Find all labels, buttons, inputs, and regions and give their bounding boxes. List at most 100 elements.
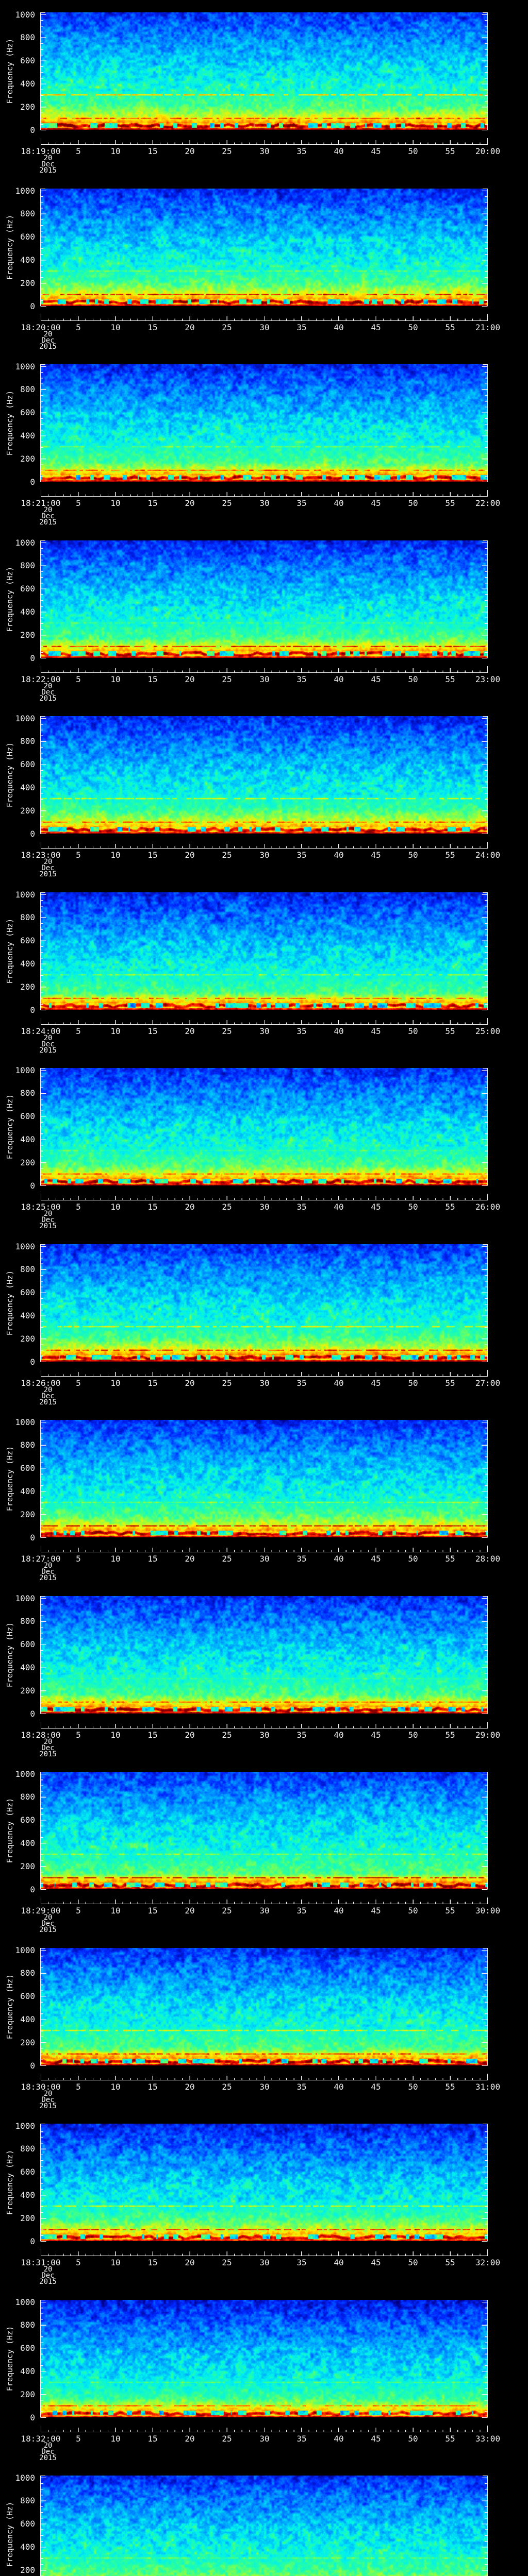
xtick-label: 25 <box>222 2434 232 2444</box>
ytick-label: 1000 <box>15 9 35 20</box>
panel-axes <box>40 2123 488 2257</box>
ytick-label: 1000 <box>15 1241 35 1251</box>
date-label: Dec <box>41 2096 55 2104</box>
panel-axes <box>40 1947 488 2081</box>
xtick-label: 15 <box>147 1378 158 1388</box>
end-time-label: 29:00 <box>475 1730 501 1740</box>
ytick-label: 200 <box>20 2037 35 2047</box>
xtick-label: 20 <box>185 1906 195 1916</box>
ytick-label: 600 <box>20 1815 35 1825</box>
xtick-label: 35 <box>296 850 307 860</box>
xtick-label: 25 <box>222 850 232 860</box>
ytick-label: 400 <box>20 1486 35 1496</box>
end-time-label: 32:00 <box>475 2258 501 2267</box>
xtick-label: 10 <box>110 2258 121 2267</box>
xtick-label: 15 <box>147 1906 158 1916</box>
xtick-label: 45 <box>371 1730 381 1740</box>
xtick-label: 20 <box>185 498 195 508</box>
frequency-axis-label: Frequency (Hz) <box>5 1622 14 1688</box>
date-label: Dec <box>41 1568 55 1576</box>
spectrogram-canvas <box>41 2300 487 2417</box>
xtick-label: 30 <box>259 498 270 508</box>
end-time-label: 22:00 <box>475 498 501 508</box>
date-label: 20 <box>43 1913 53 1922</box>
xtick-label: 45 <box>371 850 381 860</box>
panel-axes <box>40 1771 488 1905</box>
xtick-label: 35 <box>296 1554 307 1564</box>
xtick-label: 40 <box>334 498 344 508</box>
xtick-label: 30 <box>259 850 270 860</box>
xtick-label: 10 <box>110 146 121 156</box>
xtick-label: 15 <box>147 1730 158 1740</box>
spectrogram-canvas <box>41 2476 487 2576</box>
xtick-label: 5 <box>76 2258 81 2267</box>
panel: Frequency (Hz) 1000 800 600 400 200 0 5 10 15 20 25… <box>0 9 528 188</box>
xtick-label: 10 <box>110 498 121 508</box>
start-time-label: 18:22:00 <box>21 674 61 684</box>
ytick-label: 200 <box>20 1861 35 1871</box>
date-label: 20 <box>43 506 53 514</box>
xtick-label: 20 <box>185 323 195 332</box>
date-label: Dec <box>41 864 55 872</box>
xtick-label: 15 <box>147 146 158 156</box>
frequency-axis-label: Frequency (Hz) <box>5 2149 14 2215</box>
date-label: Dec <box>41 1040 55 1048</box>
xtick-label: 45 <box>371 674 381 684</box>
xtick-label: 30 <box>259 1202 270 1212</box>
ytick-label: 600 <box>20 2167 35 2177</box>
ytick-label: 200 <box>20 1509 35 1519</box>
ytick-label: 400 <box>20 606 35 617</box>
ytick-label: 200 <box>20 1157 35 1167</box>
date-label: 2015 <box>39 2278 57 2286</box>
date-label: 2015 <box>39 1574 57 1582</box>
xtick-label: 50 <box>408 2258 418 2267</box>
xtick-label: 10 <box>110 323 121 332</box>
ytick-label: 400 <box>20 1662 35 1672</box>
ytick-label: 800 <box>20 1792 35 1802</box>
panel: Frequency (Hz) 1000 800 600 400 200 0 5 10 15 20 25… <box>0 1418 528 1596</box>
xtick-label: 45 <box>371 2082 381 2092</box>
date-label: 20 <box>43 1738 53 1746</box>
xtick-label: 30 <box>259 146 270 156</box>
xtick-label: 5 <box>76 850 81 860</box>
start-time-label: 18:30:00 <box>21 2082 61 2092</box>
xtick-label: 25 <box>222 323 232 332</box>
date-label: Dec <box>41 688 55 697</box>
ytick-label: 1000 <box>15 889 35 900</box>
start-time-label: 18:23:00 <box>21 850 61 860</box>
date-label: 20 <box>43 2265 53 2274</box>
xtick-label: 35 <box>296 2082 307 2092</box>
ytick-label: 1000 <box>15 1593 35 1603</box>
date-label: Dec <box>41 1216 55 1224</box>
date-label: 2015 <box>39 2102 57 2110</box>
xtick-label: 25 <box>222 1026 232 1036</box>
frequency-axis-label: Frequency (Hz) <box>5 918 14 984</box>
xtick-label: 15 <box>147 498 158 508</box>
ytick-label: 800 <box>20 1968 35 1978</box>
xtick-label: 25 <box>222 1378 232 1388</box>
date-label: 2015 <box>39 1046 57 1055</box>
ytick-label: 0 <box>30 1708 35 1719</box>
xtick-label: 35 <box>296 1026 307 1036</box>
ytick-label: 400 <box>20 1134 35 1144</box>
xtick-label: 25 <box>222 1202 232 1212</box>
xtick-label: 20 <box>185 2258 195 2267</box>
ytick-label: 400 <box>20 958 35 969</box>
ytick-label: 600 <box>20 2343 35 2353</box>
xtick-label: 5 <box>76 674 81 684</box>
xtick-label: 55 <box>445 1026 455 1036</box>
xtick-label: 35 <box>296 146 307 156</box>
ytick-label: 600 <box>20 56 35 66</box>
panel-axes <box>40 540 488 673</box>
ytick-label: 1000 <box>15 2472 35 2483</box>
ytick-label: 800 <box>20 912 35 923</box>
xtick-label: 15 <box>147 2082 158 2092</box>
ytick-label: 0 <box>30 301 35 311</box>
xtick-label: 45 <box>371 1378 381 1388</box>
ytick-label: 1000 <box>15 713 35 723</box>
panel: Frequency (Hz) 1000 800 600 400 200 0 5 10 15 20 25… <box>0 2122 528 2299</box>
ytick-label: 800 <box>20 561 35 571</box>
start-time-label: 18:32:00 <box>21 2434 61 2444</box>
xtick-label: 55 <box>445 1554 455 1564</box>
date-label: Dec <box>41 1920 55 1928</box>
